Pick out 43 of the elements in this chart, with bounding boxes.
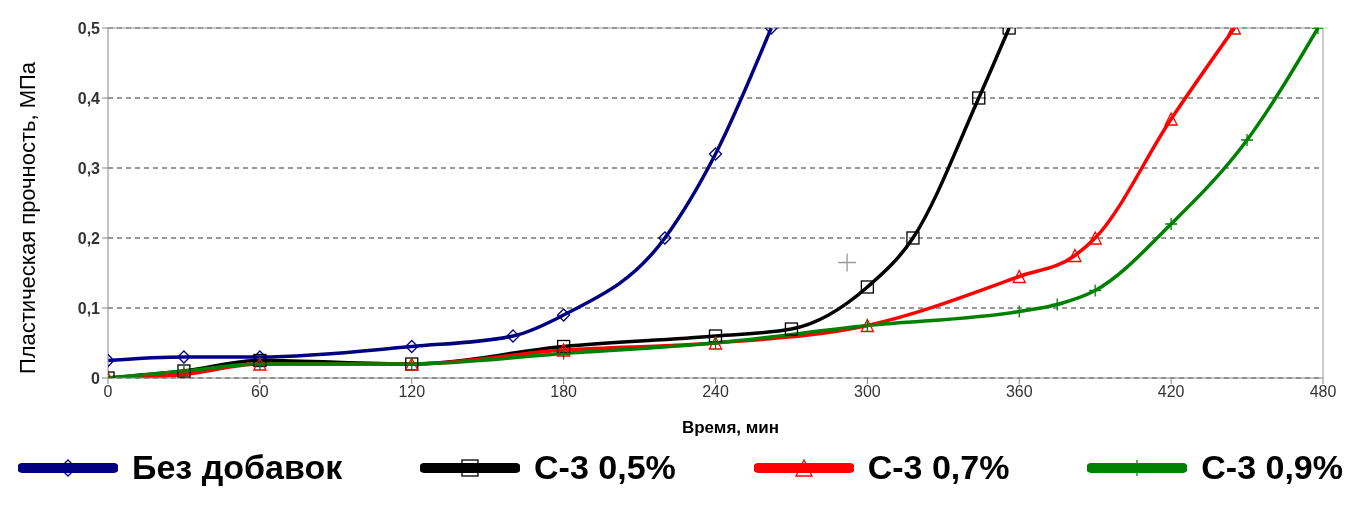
point — [556, 343, 571, 357]
point — [1164, 217, 1178, 231]
point — [556, 308, 571, 322]
point — [837, 252, 857, 273]
point — [860, 280, 875, 294]
point — [658, 231, 672, 245]
point — [506, 329, 520, 343]
point — [906, 231, 920, 245]
y-tick-label: 0,5 — [77, 19, 101, 37]
y-tick-label: 0,4 — [77, 89, 101, 107]
y-axis-title: Пластическая прочность, МПа — [15, 61, 41, 375]
x-tick-label: 360 — [1005, 383, 1033, 401]
x-tick-label: 120 — [398, 383, 426, 401]
legend-label: С-3 0,9% — [1201, 448, 1343, 487]
x-axis-title: Время, мин — [680, 418, 781, 438]
point — [1012, 269, 1026, 284]
y-tick-label: 0 — [91, 369, 101, 387]
point — [1088, 231, 1102, 245]
x-tick-label: 60 — [250, 383, 269, 401]
y-tick-label: 0,3 — [77, 159, 101, 177]
x-tick-label: 420 — [1157, 383, 1185, 401]
y-tick-label: 0,1 — [77, 299, 101, 317]
point — [1088, 283, 1102, 298]
x-tick-label: 300 — [854, 383, 881, 401]
point — [1240, 133, 1254, 147]
point — [972, 91, 986, 105]
legend-label: С-3 0,7% — [867, 448, 1010, 487]
x-tick-label: 240 — [702, 383, 729, 401]
point — [177, 350, 191, 364]
legend-label: С-3 0,5% — [534, 448, 676, 487]
point — [784, 322, 799, 336]
point — [708, 147, 723, 161]
point — [1164, 112, 1178, 126]
legend-label: Без добавок — [132, 448, 343, 487]
x-tick-label: 480 — [1309, 383, 1337, 401]
y-tick-label: 0,2 — [77, 229, 101, 247]
point — [556, 346, 571, 361]
point — [253, 350, 267, 364]
point — [708, 329, 723, 343]
x-tick-label: 180 — [550, 383, 578, 401]
x-tick-label: 0 — [103, 383, 113, 401]
point — [1068, 248, 1082, 263]
point — [405, 339, 419, 354]
